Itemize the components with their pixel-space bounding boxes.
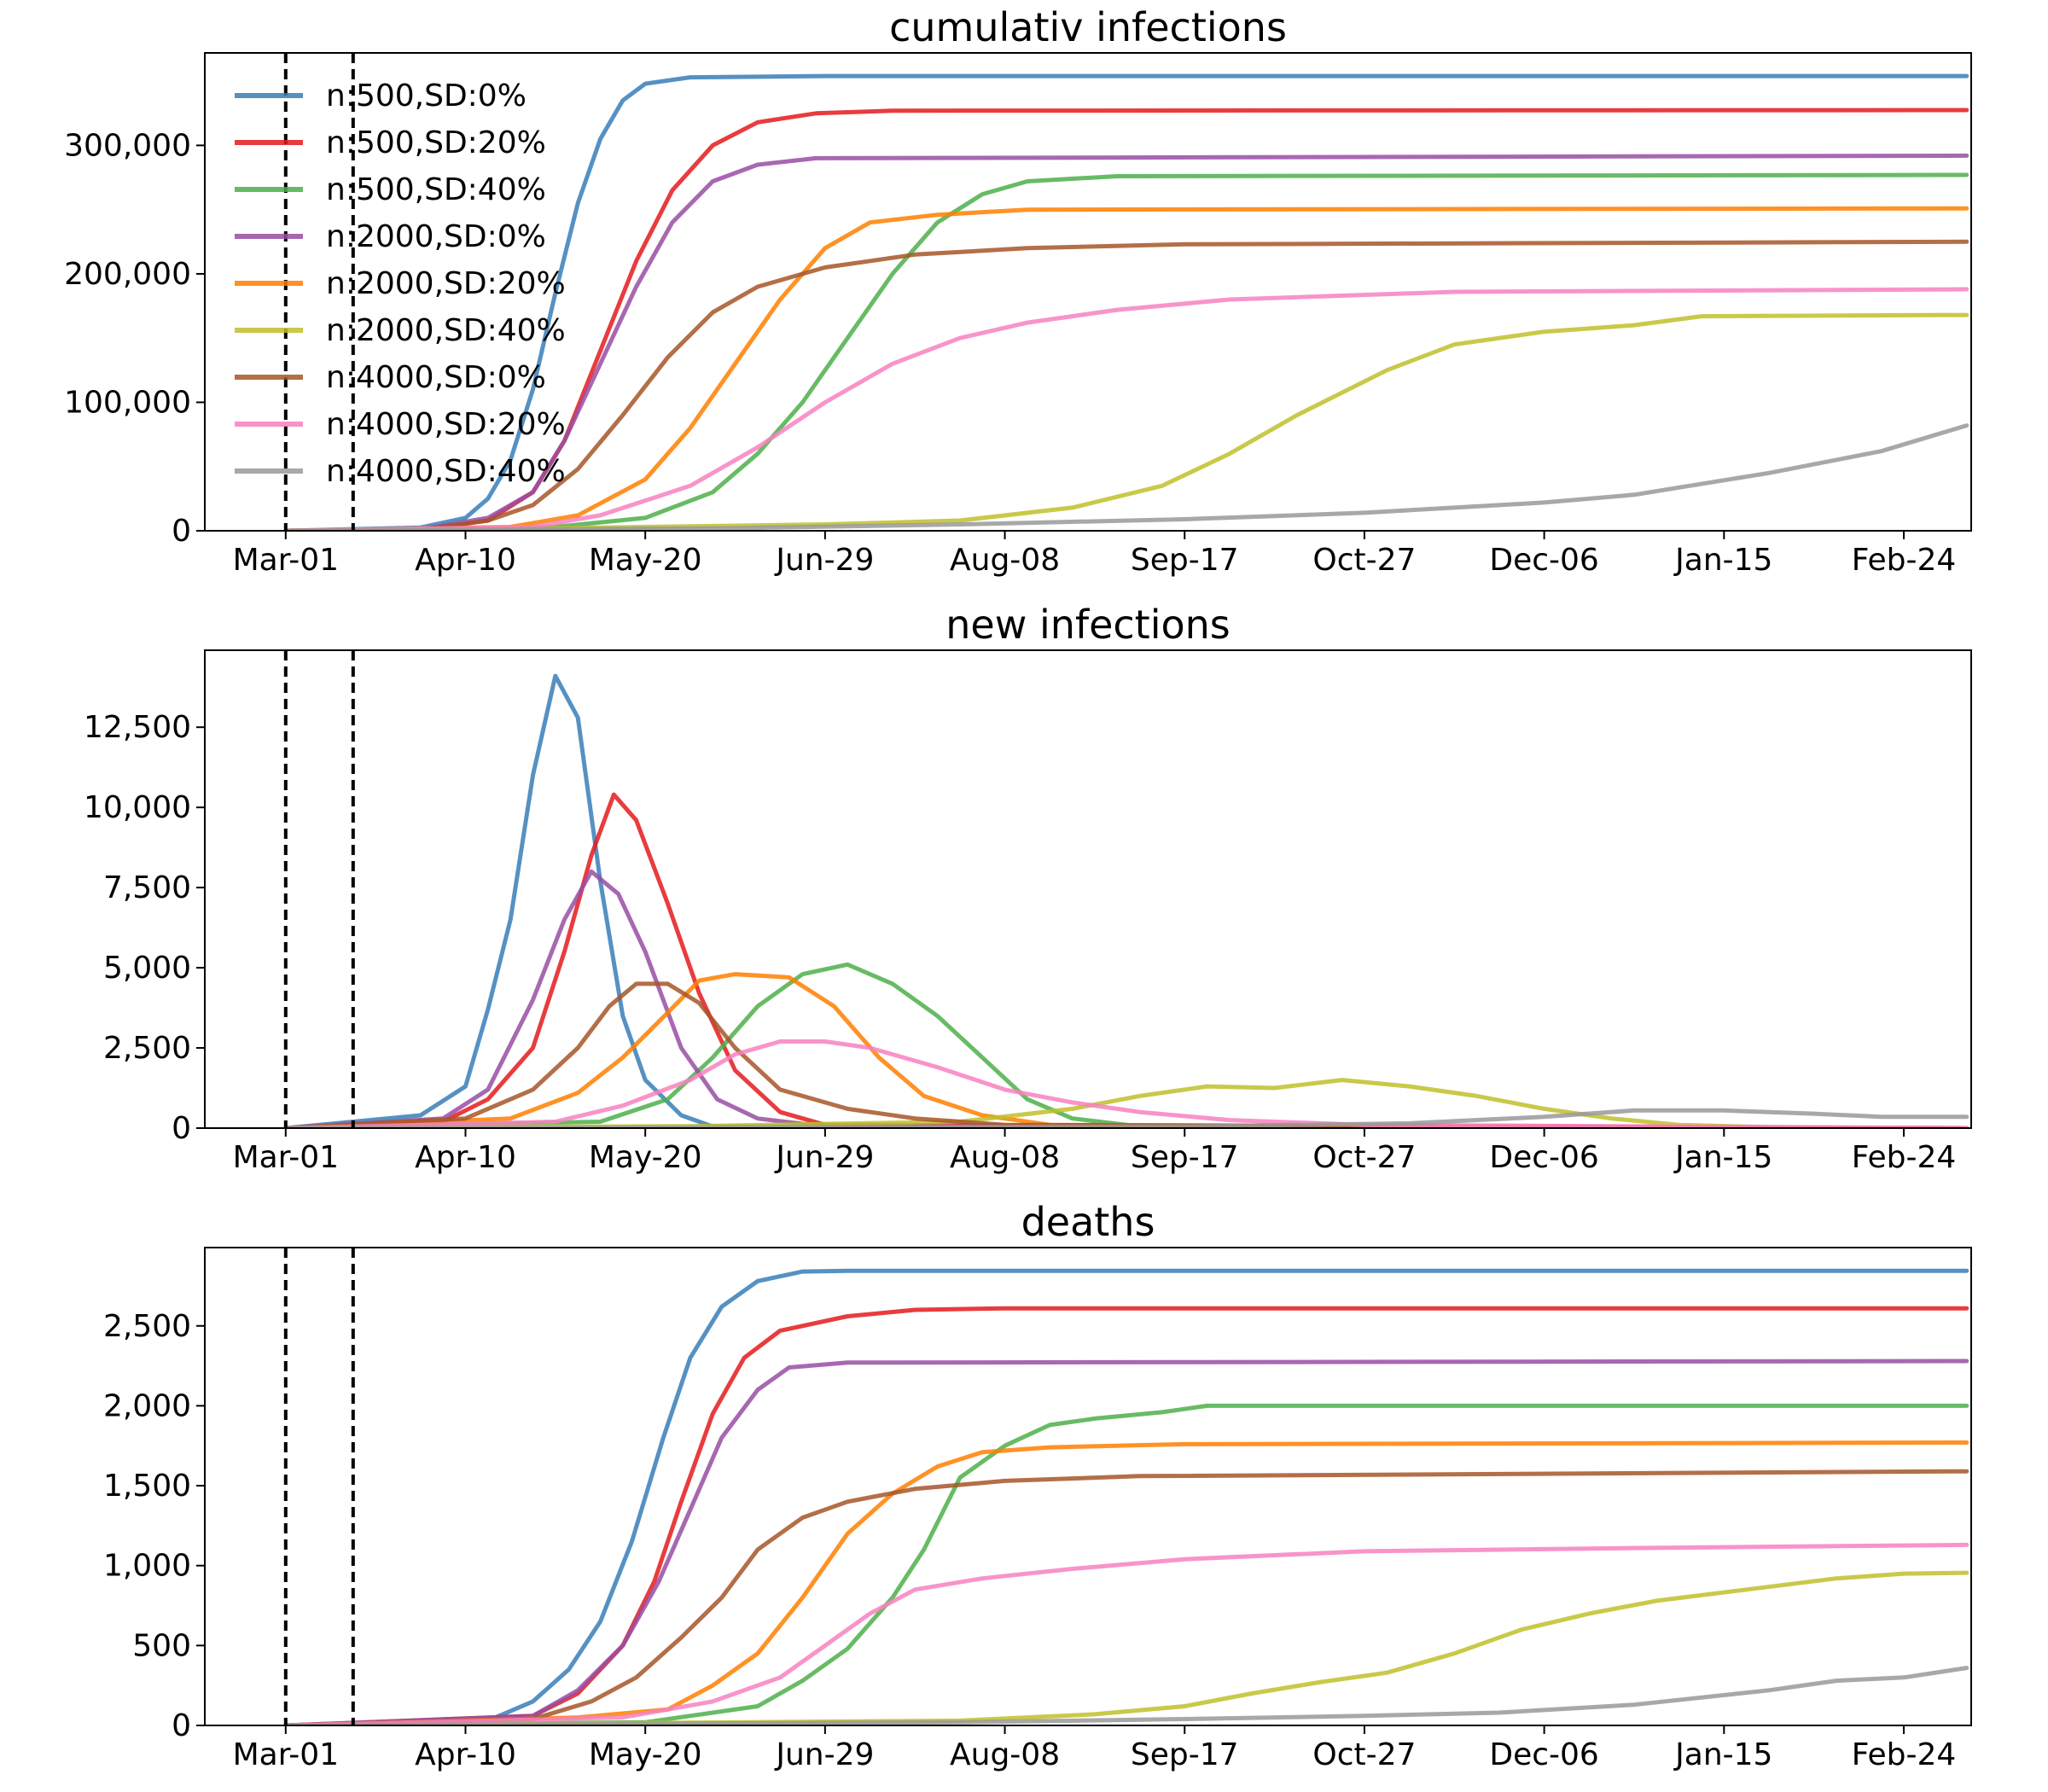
legend: n:500,SD:0% n:500,SD:20% n:500,SD:40% n:200… <box>235 79 566 489</box>
x-tick-label: May-20 <box>589 1737 702 1772</box>
y-tick-label: 100,000 <box>64 385 191 420</box>
x-tick-label: Mar-01 <box>233 1140 339 1175</box>
x-tick-label: Oct-27 <box>1312 1140 1416 1175</box>
series-line-n-2000-sd-20- <box>283 972 1969 1128</box>
legend-entry: n:2000,SD:0% <box>326 219 546 254</box>
x-tick-label: May-20 <box>589 1140 702 1175</box>
series-line-n-4000-sd-20- <box>283 1542 1969 1725</box>
legend-entry: n:500,SD:40% <box>326 172 546 207</box>
x-tick-label: Mar-01 <box>233 1737 339 1772</box>
y-tick-label: 0 <box>172 1708 191 1743</box>
x-tick-label: Sep-17 <box>1131 1737 1239 1772</box>
panel-cumulative-infections: cumulativ infections 0 100,000 200,000 300,0… <box>64 4 1972 578</box>
y-tick-label: 500 <box>132 1628 191 1663</box>
series-line-n-500-sd-20- <box>283 792 1969 1128</box>
x-tick-label: Aug-08 <box>950 1140 1060 1175</box>
x-tick-label: Dec-06 <box>1489 1140 1598 1175</box>
series-line-n-2000-sd-40- <box>283 312 1969 531</box>
y-tick-label: 2,500 <box>103 1031 191 1066</box>
x-tick-label: Sep-17 <box>1131 1140 1239 1175</box>
x-tick-label: Dec-06 <box>1489 543 1598 578</box>
y-tick-label: 5,000 <box>103 951 191 986</box>
panel-new-infections: new infections 0 2,500 5,000 7,500 10,000 12,5… <box>84 602 1972 1175</box>
x-tick-label: Feb-24 <box>1852 1737 1957 1772</box>
x-tick-label: Oct-27 <box>1312 1737 1416 1772</box>
x-tick-label: Jun-29 <box>774 1140 874 1175</box>
y-tick-label: 300,000 <box>64 128 191 163</box>
x-tick-label: Apr-10 <box>415 543 516 578</box>
plot-area-frame <box>204 1247 1972 1726</box>
y-tick-label: 2,500 <box>103 1309 191 1344</box>
series-line-n-500-sd-40- <box>283 962 1969 1128</box>
x-tick-label: Feb-24 <box>1852 1140 1957 1175</box>
series-group <box>283 1268 1969 1725</box>
x-tick-label: Jun-29 <box>774 543 874 578</box>
series-group <box>283 673 1969 1128</box>
y-tick-label: 2,000 <box>103 1388 191 1423</box>
series-line-n-500-sd-0- <box>283 1268 1969 1725</box>
x-tick-label: Jan-15 <box>1673 543 1772 578</box>
x-tick-label: Sep-17 <box>1131 543 1239 578</box>
x-tick-label: Apr-10 <box>415 1140 516 1175</box>
series-line-n-2000-sd-0- <box>283 153 1969 531</box>
x-tick-label: Apr-10 <box>415 1737 516 1772</box>
y-tick-label: 1,000 <box>103 1549 191 1584</box>
series-line-n-4000-sd-0- <box>283 981 1969 1128</box>
series-line-n-4000-sd-40- <box>283 423 1969 531</box>
chart-title: cumulativ infections <box>889 4 1287 50</box>
series-line-n-500-sd-0- <box>283 673 1969 1128</box>
y-tick-label: 10,000 <box>84 790 191 825</box>
plot-area-frame <box>204 52 1972 532</box>
series-line-n-4000-sd-0- <box>283 239 1969 531</box>
chart-title: deaths <box>1021 1199 1155 1245</box>
y-tick-label: 1,500 <box>103 1469 191 1504</box>
legend-entry: n:2000,SD:40% <box>326 313 566 348</box>
y-tick-label: 7,500 <box>103 870 191 905</box>
x-tick-label: May-20 <box>589 543 702 578</box>
x-tick-label: Jan-15 <box>1673 1140 1772 1175</box>
series-line-n-2000-sd-40- <box>283 1570 1969 1725</box>
x-tick-label: Oct-27 <box>1312 543 1416 578</box>
series-line-n-2000-sd-0- <box>283 1359 1969 1725</box>
series-line-n-2000-sd-20- <box>283 1440 1969 1725</box>
x-tick-label: Mar-01 <box>233 543 339 578</box>
legend-entry: n:4000,SD:40% <box>326 454 566 489</box>
y-tick-label: 200,000 <box>64 257 191 292</box>
series-line-n-500-sd-20- <box>283 1306 1969 1725</box>
legend-entry: n:2000,SD:20% <box>326 266 566 301</box>
chart-title: new infections <box>945 602 1231 648</box>
panel-deaths: deaths 0 500 1,000 1,500 2,000 2,500 Mar-01 Apr-… <box>103 1199 1972 1772</box>
y-tick-label: 12,500 <box>84 710 191 745</box>
series-line-n-4000-sd-20- <box>283 1039 1969 1128</box>
series-line-n-4000-sd-20- <box>283 287 1969 531</box>
series-group <box>283 73 1969 531</box>
series-line-n-2000-sd-40- <box>283 1078 1969 1128</box>
series-line-n-2000-sd-0- <box>283 869 1969 1128</box>
x-tick-label: Aug-08 <box>950 1737 1060 1772</box>
legend-entry: n:500,SD:0% <box>326 79 527 113</box>
series-line-n-4000-sd-0- <box>283 1469 1969 1725</box>
series-line-n-2000-sd-20- <box>283 206 1969 531</box>
series-line-n-500-sd-0- <box>283 73 1969 531</box>
legend-entry: n:4000,SD:20% <box>326 407 566 442</box>
x-tick-label: Feb-24 <box>1852 543 1957 578</box>
x-tick-label: Jun-29 <box>774 1737 874 1772</box>
series-line-n-500-sd-40- <box>283 1403 1969 1725</box>
legend-entry: n:4000,SD:0% <box>326 360 546 395</box>
y-tick-label: 0 <box>172 514 191 549</box>
plot-area-frame <box>204 649 1972 1129</box>
x-tick-label: Jan-15 <box>1673 1737 1772 1772</box>
series-line-n-4000-sd-40- <box>283 1108 1969 1128</box>
y-tick-label: 0 <box>172 1111 191 1146</box>
x-tick-label: Aug-08 <box>950 543 1060 578</box>
series-line-n-4000-sd-40- <box>283 1666 1969 1725</box>
series-line-n-500-sd-40- <box>283 172 1969 531</box>
legend-entry: n:500,SD:20% <box>326 125 546 160</box>
x-tick-label: Dec-06 <box>1489 1737 1598 1772</box>
